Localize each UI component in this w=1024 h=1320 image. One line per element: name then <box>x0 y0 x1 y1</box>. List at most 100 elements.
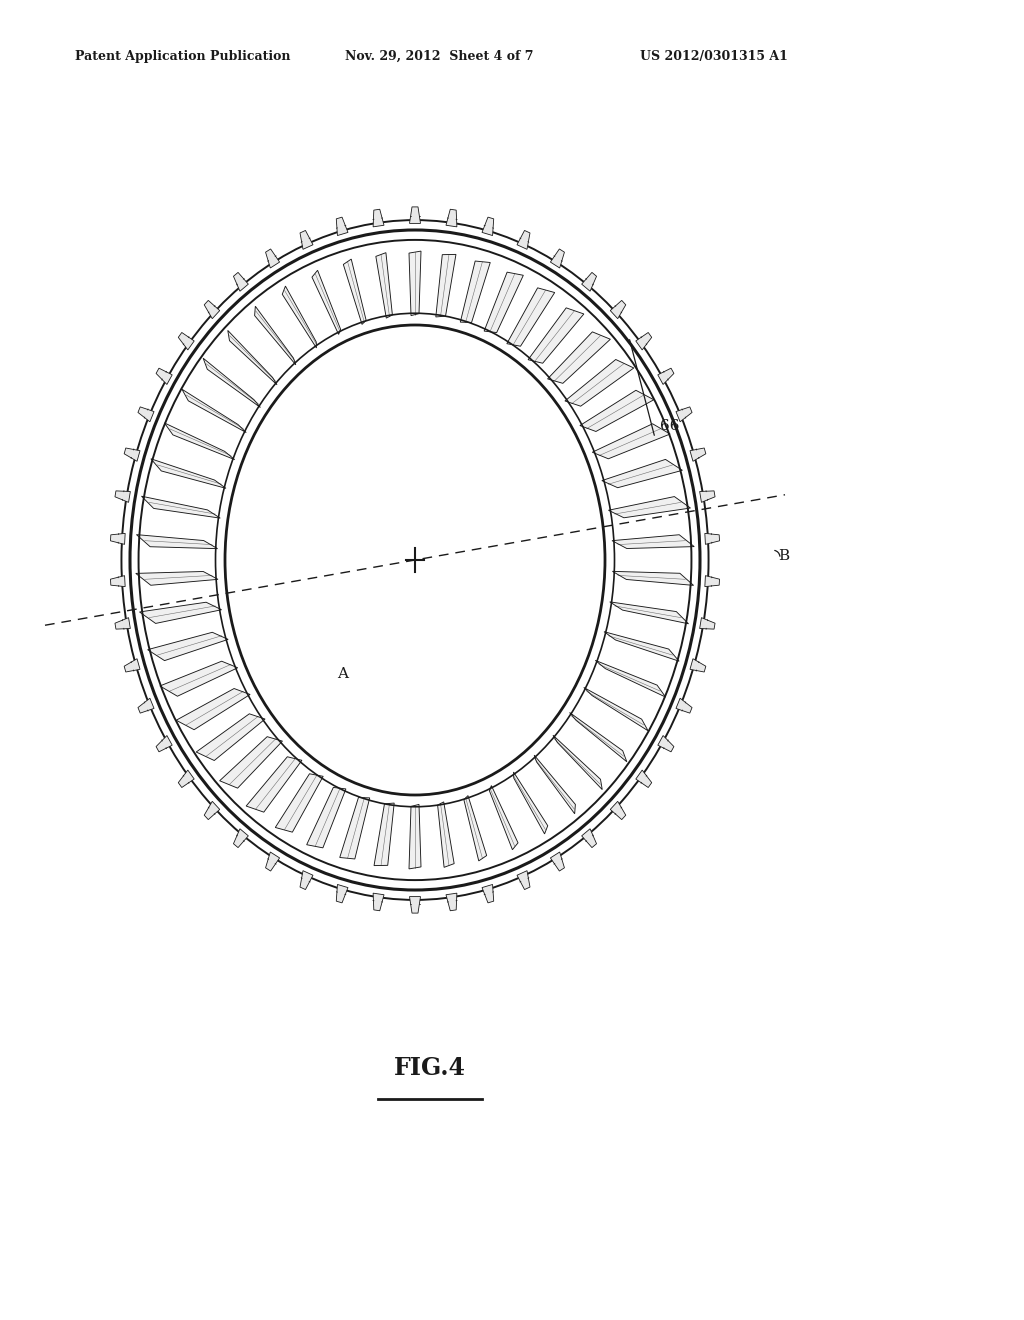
Polygon shape <box>165 422 234 459</box>
Polygon shape <box>373 894 384 911</box>
Polygon shape <box>604 632 679 661</box>
Polygon shape <box>219 737 283 788</box>
Polygon shape <box>610 301 626 318</box>
Polygon shape <box>136 572 218 585</box>
Polygon shape <box>482 884 494 903</box>
Polygon shape <box>582 272 597 292</box>
Ellipse shape <box>225 325 605 795</box>
Ellipse shape <box>130 230 700 890</box>
Polygon shape <box>612 535 694 549</box>
Polygon shape <box>300 871 313 890</box>
Polygon shape <box>376 252 392 318</box>
Polygon shape <box>139 602 221 623</box>
Polygon shape <box>705 533 720 544</box>
Polygon shape <box>265 249 280 268</box>
Polygon shape <box>636 770 651 788</box>
Polygon shape <box>551 851 564 871</box>
Polygon shape <box>609 602 688 624</box>
Polygon shape <box>528 308 584 363</box>
Polygon shape <box>283 286 316 348</box>
Polygon shape <box>336 884 348 903</box>
Polygon shape <box>233 829 249 847</box>
Polygon shape <box>115 491 130 503</box>
Polygon shape <box>517 871 530 890</box>
Polygon shape <box>602 459 682 487</box>
Polygon shape <box>176 689 250 730</box>
Text: 66: 66 <box>660 418 680 433</box>
Polygon shape <box>553 735 602 789</box>
Polygon shape <box>461 261 490 322</box>
Polygon shape <box>204 801 220 820</box>
Polygon shape <box>138 698 154 713</box>
Polygon shape <box>312 271 341 334</box>
Polygon shape <box>136 535 217 549</box>
Text: Nov. 29, 2012  Sheet 4 of 7: Nov. 29, 2012 Sheet 4 of 7 <box>345 50 534 63</box>
Polygon shape <box>507 288 555 346</box>
Polygon shape <box>336 216 348 235</box>
Polygon shape <box>517 231 530 249</box>
Polygon shape <box>464 796 486 861</box>
Polygon shape <box>657 368 674 384</box>
Polygon shape <box>436 255 456 317</box>
Polygon shape <box>124 659 140 672</box>
Polygon shape <box>246 756 302 812</box>
Polygon shape <box>410 207 421 223</box>
Polygon shape <box>374 803 394 866</box>
Polygon shape <box>203 358 260 408</box>
Polygon shape <box>156 368 172 384</box>
Polygon shape <box>111 576 125 586</box>
Text: A: A <box>337 667 348 681</box>
Polygon shape <box>178 333 195 350</box>
Polygon shape <box>410 896 421 913</box>
Polygon shape <box>608 496 690 517</box>
Polygon shape <box>551 249 564 268</box>
Polygon shape <box>343 259 367 325</box>
Polygon shape <box>151 459 226 488</box>
Polygon shape <box>569 713 627 762</box>
Polygon shape <box>690 659 706 672</box>
Polygon shape <box>300 231 313 249</box>
Polygon shape <box>437 801 455 867</box>
Polygon shape <box>446 894 457 911</box>
Polygon shape <box>124 447 140 461</box>
Ellipse shape <box>227 327 603 792</box>
Polygon shape <box>197 714 265 760</box>
Polygon shape <box>156 735 172 752</box>
Polygon shape <box>409 804 421 869</box>
Polygon shape <box>676 698 692 713</box>
Polygon shape <box>115 618 130 630</box>
Polygon shape <box>699 618 715 630</box>
Polygon shape <box>373 210 384 227</box>
Polygon shape <box>535 755 575 813</box>
Polygon shape <box>595 660 666 697</box>
Polygon shape <box>612 572 693 585</box>
Polygon shape <box>340 797 370 859</box>
Polygon shape <box>582 829 597 847</box>
Polygon shape <box>178 770 195 788</box>
Polygon shape <box>265 851 280 871</box>
Text: FIG.4: FIG.4 <box>394 1056 466 1080</box>
Polygon shape <box>610 801 626 820</box>
Polygon shape <box>705 576 720 586</box>
Polygon shape <box>699 491 715 503</box>
Polygon shape <box>306 788 346 847</box>
Polygon shape <box>636 333 651 350</box>
Text: B: B <box>778 549 790 564</box>
Polygon shape <box>204 301 220 318</box>
Polygon shape <box>409 251 421 315</box>
Polygon shape <box>484 272 523 333</box>
Polygon shape <box>565 359 634 407</box>
Polygon shape <box>160 661 238 696</box>
Ellipse shape <box>90 190 740 931</box>
Text: Patent Application Publication: Patent Application Publication <box>75 50 291 63</box>
Polygon shape <box>514 772 548 834</box>
Polygon shape <box>548 331 610 383</box>
Polygon shape <box>182 389 246 433</box>
Polygon shape <box>690 447 706 461</box>
Polygon shape <box>657 735 674 752</box>
Polygon shape <box>255 306 296 364</box>
Polygon shape <box>446 210 457 227</box>
Polygon shape <box>141 496 220 519</box>
Polygon shape <box>275 774 324 832</box>
Polygon shape <box>592 424 670 459</box>
